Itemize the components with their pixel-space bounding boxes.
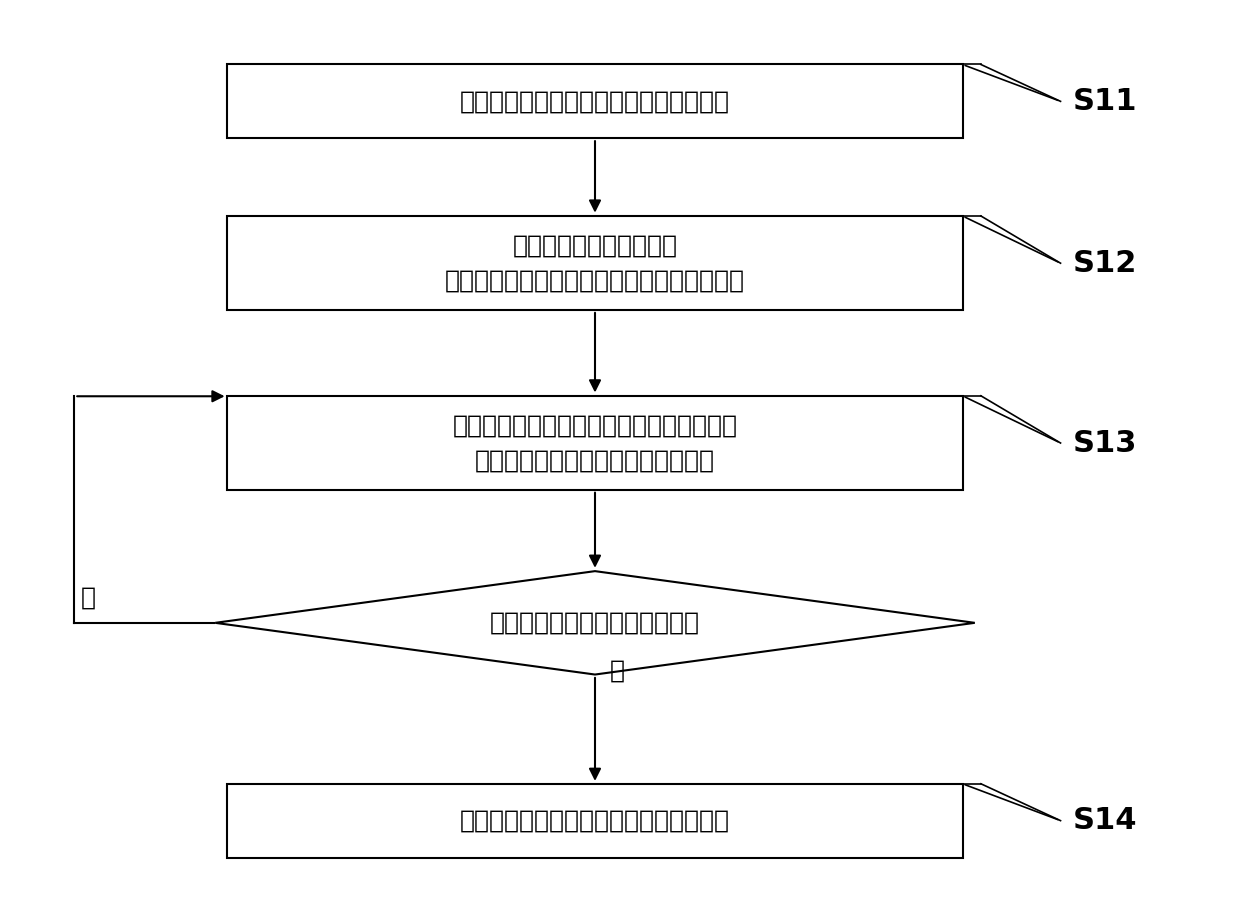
Text: S12: S12	[1073, 248, 1137, 278]
Text: S14: S14	[1073, 806, 1137, 835]
Text: 是: 是	[610, 658, 624, 682]
Bar	[228, 216, 963, 310]
Text: 车辆电池与充电装置断开连接？: 车辆电池与充电装置断开连接？	[489, 611, 700, 635]
Text: 获取车辆电池与充电装置的连接充电请求: 获取车辆电池与充电装置的连接充电请求	[460, 89, 730, 113]
Bar	[228, 65, 963, 138]
Bar	[228, 783, 963, 857]
Bar	[228, 396, 963, 490]
Polygon shape	[216, 572, 975, 675]
Text: 终止电池身份信息与供电身份信息的关联: 终止电池身份信息与供电身份信息的关联	[460, 809, 730, 833]
Text: 否: 否	[81, 585, 95, 609]
Text: S13: S13	[1073, 428, 1137, 457]
Text: 根据所述连接充电请求，
建立所述车辆电池与充电装置之间的通信连接: 根据所述连接充电请求， 建立所述车辆电池与充电装置之间的通信连接	[445, 234, 745, 293]
Text: S11: S11	[1073, 87, 1137, 116]
Text: 将建立通信连接的车辆电池的电池身份信息
与充电装置的供电身份信息进行关联: 将建立通信连接的车辆电池的电池身份信息 与充电装置的供电身份信息进行关联	[452, 414, 737, 473]
